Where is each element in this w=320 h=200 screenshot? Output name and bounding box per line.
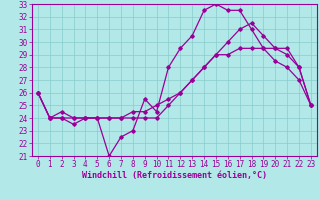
X-axis label: Windchill (Refroidissement éolien,°C): Windchill (Refroidissement éolien,°C) <box>82 171 267 180</box>
